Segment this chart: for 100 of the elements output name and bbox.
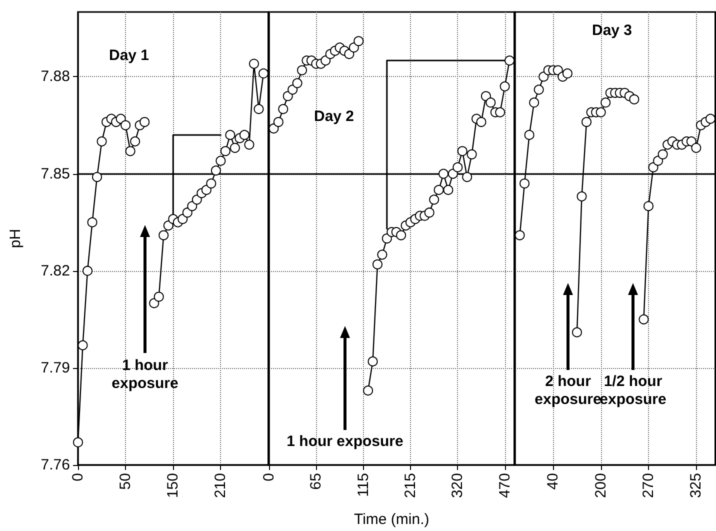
x-tick-label: 320 [449,473,466,498]
point [96,136,107,146]
point [130,136,140,146]
x-tick-label: 270 [640,473,657,498]
point [629,94,640,104]
point [486,98,496,108]
point [73,437,83,448]
point [292,78,302,88]
point [443,184,454,195]
point [476,117,486,128]
x-tick-label: 40 [544,473,562,490]
point [448,168,458,179]
point [396,230,406,240]
y-tick-label: 7.82 [40,262,70,280]
point [457,146,468,156]
point [363,386,374,396]
point [653,156,664,166]
x-tick-label: 210 [212,473,230,498]
point [82,266,93,276]
y-tick-label: 7.88 [40,68,70,86]
point [288,84,298,95]
point [216,156,226,166]
point [596,107,606,118]
point [495,107,506,118]
point [78,340,88,350]
point [187,201,198,212]
point [158,230,169,240]
point [268,123,279,134]
point [452,162,463,172]
x-tick-label: 215 [402,473,419,498]
point [520,178,530,188]
point [149,298,160,308]
point [344,49,354,60]
point [225,130,236,140]
point [206,178,216,188]
point [163,220,174,231]
x-tick-label: 150 [164,473,182,498]
point [92,172,102,182]
x-tick-label: 0 [260,473,278,482]
point [705,114,716,124]
point [372,259,382,270]
point [258,68,268,78]
annotation: Day 2 [314,108,354,126]
point [182,208,192,218]
point [424,208,434,218]
point [282,91,293,102]
point [273,117,284,128]
y-axis-title: pH [7,228,24,248]
annotation: Day 1 [108,47,150,65]
annotation: 1 hour exposure [286,433,404,451]
point [230,142,240,153]
point [480,91,491,102]
x-tick-label: 200 [592,473,610,498]
annotation: Day 3 [592,22,632,40]
point [201,184,212,195]
point [582,117,592,128]
point [120,120,131,130]
point [244,140,254,150]
y-tick-label: 7.85 [40,165,70,182]
x-tick-label: 470 [496,473,514,498]
point [429,194,440,205]
point [248,58,259,69]
point [140,117,150,128]
point [154,292,164,302]
point [524,130,534,140]
point [644,201,654,212]
point [125,146,136,156]
point [658,149,668,160]
point [514,230,525,240]
point [297,65,308,76]
point [320,56,331,66]
point [87,217,98,228]
point [278,104,288,114]
point [648,162,658,172]
point [691,142,702,153]
x-tick-label: 65 [308,473,325,490]
point [178,214,188,224]
x-axis-title: Time (min.) [354,511,430,528]
x-tick-label: 115 [354,473,372,497]
point [534,84,544,95]
point [354,36,364,46]
y-tick-label: 7.76 [40,456,70,474]
point [434,184,444,195]
point [572,327,582,338]
y-tick-label: 7.79 [40,359,70,376]
point [538,72,549,82]
point [377,250,388,260]
point [239,130,250,140]
point [504,56,515,66]
point [552,65,563,76]
x-tick-label: 325 [688,473,705,498]
point [529,98,540,108]
point [466,149,477,160]
point [382,234,392,244]
point [576,191,587,202]
annotation: 1/2 hour exposure [600,373,666,409]
point [348,42,359,53]
annotation: 1 hour exposure [112,357,178,393]
point [254,104,264,114]
point [220,146,230,156]
